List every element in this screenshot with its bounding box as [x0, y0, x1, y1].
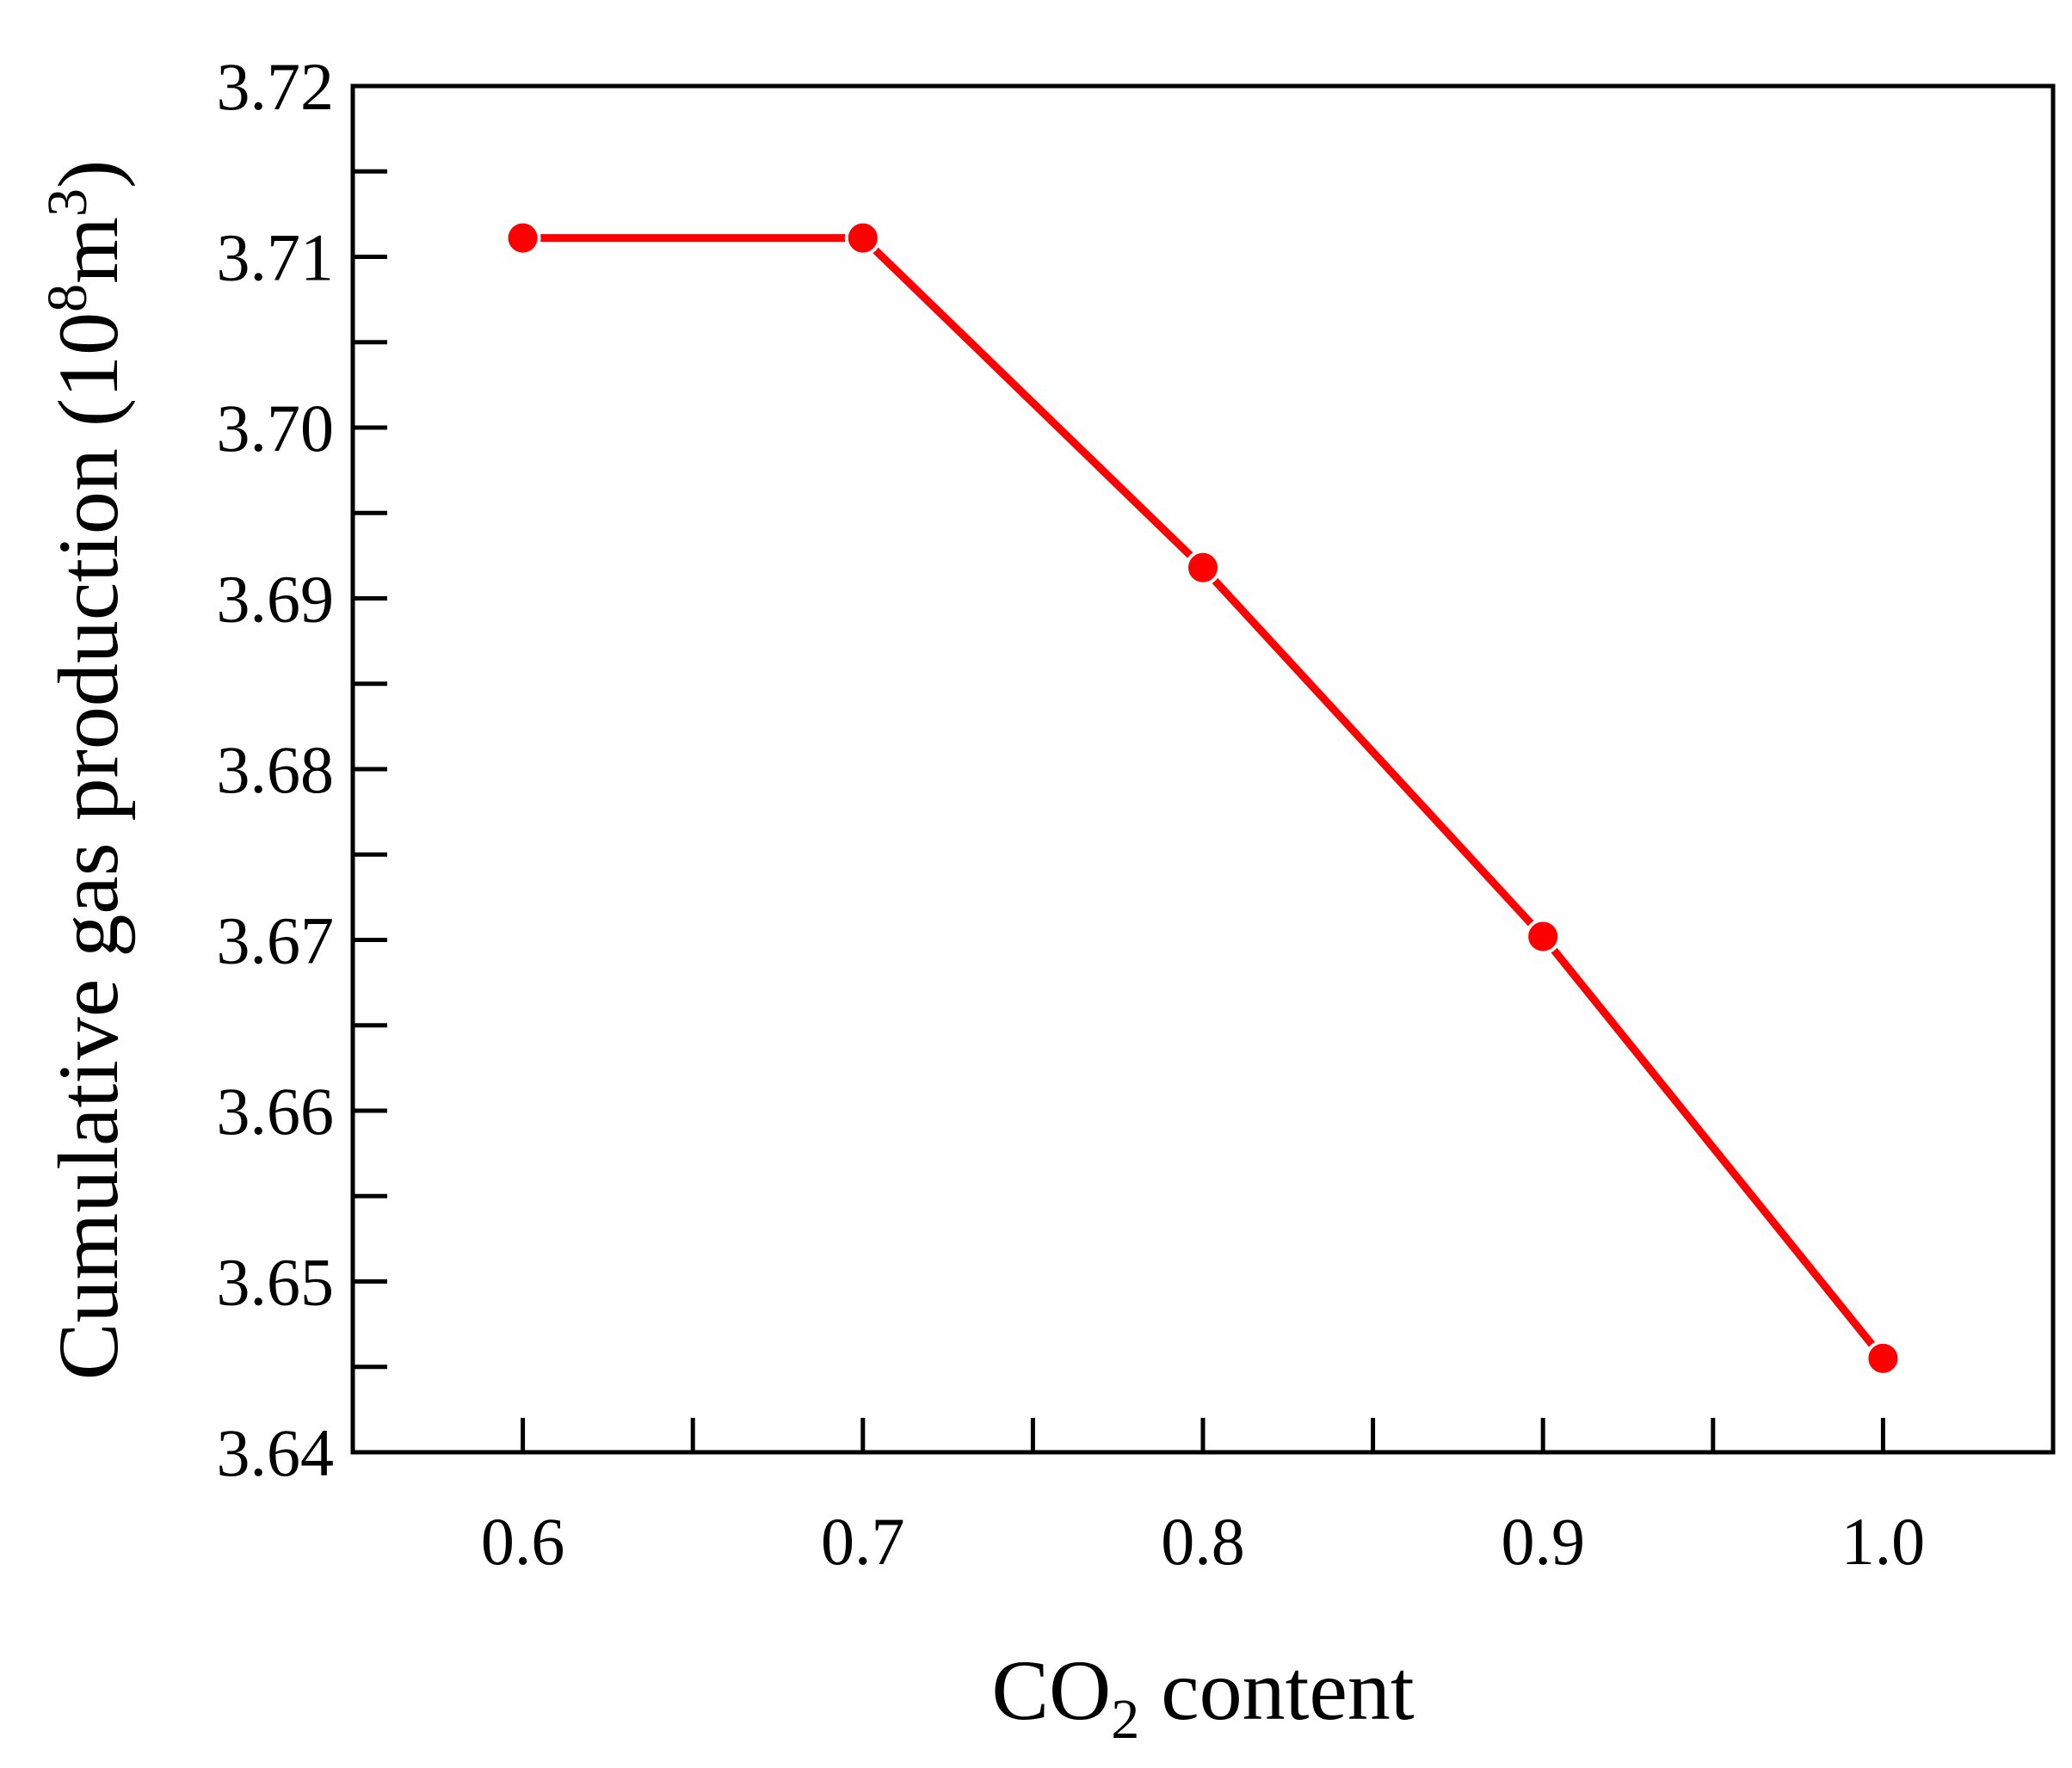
series-line	[522, 234, 1886, 1361]
x-tick-label: 0.9	[1501, 1504, 1585, 1579]
data-point	[1185, 549, 1221, 586]
y-axis-title: Cumulative gas production (108m3)	[36, 160, 136, 1381]
y-tick-label: 3.70	[217, 391, 335, 465]
x-tick-label: 0.8	[1161, 1504, 1245, 1579]
y-tick-label: 3.65	[217, 1245, 335, 1320]
y-tick-label: 3.68	[217, 732, 335, 807]
y-tick-label: 3.71	[217, 220, 335, 295]
series-layer	[504, 219, 1902, 1377]
y-tick-label: 3.67	[217, 903, 335, 978]
data-point	[504, 219, 541, 256]
data-point	[1865, 1340, 1902, 1377]
y-tick-label: 3.72	[217, 49, 335, 124]
plot-frame	[350, 83, 2056, 1455]
y-tick-labels: 3.64 3.65 3.66 3.67 3.68 3.69 3.70 3.71 3.72	[217, 49, 335, 1490]
x-tick-labels: 0.6 0.7 0.8 0.9 1.0	[481, 1504, 1925, 1579]
data-point	[844, 219, 881, 256]
minor-ticks	[353, 169, 1716, 1452]
major-ticks	[353, 83, 1885, 1455]
y-tick-label: 3.66	[217, 1074, 335, 1149]
y-tick-label: 3.69	[217, 562, 335, 637]
x-axis-title: CO2 content	[991, 1642, 1414, 1751]
data-point	[1525, 918, 1562, 955]
x-tick-label: 0.6	[481, 1504, 565, 1579]
x-tick-label: 0.7	[821, 1504, 905, 1579]
x-tick-label: 1.0	[1841, 1504, 1926, 1579]
y-tick-label: 3.64	[217, 1415, 335, 1490]
